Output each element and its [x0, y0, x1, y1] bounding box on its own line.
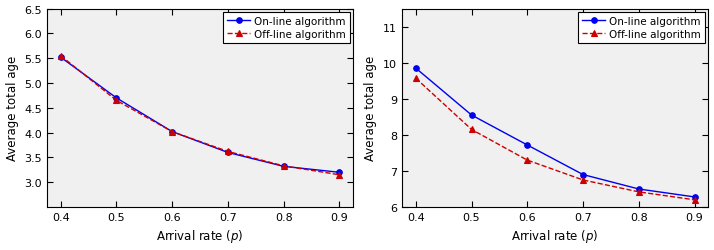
- Line: Off-line algorithm: Off-line algorithm: [413, 76, 698, 203]
- On-line algorithm: [579, 173, 588, 176]
- Off-line algorithm: [335, 174, 343, 176]
- Off-line algorithm: [523, 159, 531, 162]
- X-axis label: Arrival rate ($p$): Arrival rate ($p$): [511, 228, 599, 244]
- On-line algorithm: [635, 188, 643, 191]
- On-line algorithm: [223, 151, 232, 154]
- On-line algorithm: [690, 196, 699, 199]
- Legend: On-line algorithm, Off-line algorithm: On-line algorithm, Off-line algorithm: [578, 13, 705, 44]
- Line: On-line algorithm: On-line algorithm: [413, 66, 698, 200]
- Off-line algorithm: [56, 55, 65, 58]
- On-line algorithm: [523, 144, 531, 147]
- On-line algorithm: [56, 56, 65, 59]
- Off-line algorithm: [690, 198, 699, 202]
- Line: On-line algorithm: On-line algorithm: [58, 55, 342, 175]
- Off-line algorithm: [168, 130, 176, 134]
- On-line algorithm: [112, 97, 121, 100]
- On-line algorithm: [168, 130, 176, 134]
- On-line algorithm: [411, 67, 420, 70]
- X-axis label: Arrival rate ($p$): Arrival rate ($p$): [156, 228, 243, 244]
- Off-line algorithm: [635, 190, 643, 194]
- Off-line algorithm: [223, 150, 232, 153]
- Off-line algorithm: [411, 78, 420, 80]
- Y-axis label: Average total age: Average total age: [6, 56, 19, 161]
- Y-axis label: Average total age: Average total age: [364, 56, 378, 161]
- Legend: On-line algorithm, Off-line algorithm: On-line algorithm, Off-line algorithm: [223, 13, 350, 44]
- On-line algorithm: [335, 171, 343, 174]
- Off-line algorithm: [279, 165, 288, 168]
- On-line algorithm: [467, 114, 476, 117]
- Off-line algorithm: [467, 128, 476, 132]
- On-line algorithm: [279, 165, 288, 168]
- Off-line algorithm: [112, 100, 121, 102]
- Line: Off-line algorithm: Off-line algorithm: [58, 54, 342, 178]
- Off-line algorithm: [579, 179, 588, 182]
